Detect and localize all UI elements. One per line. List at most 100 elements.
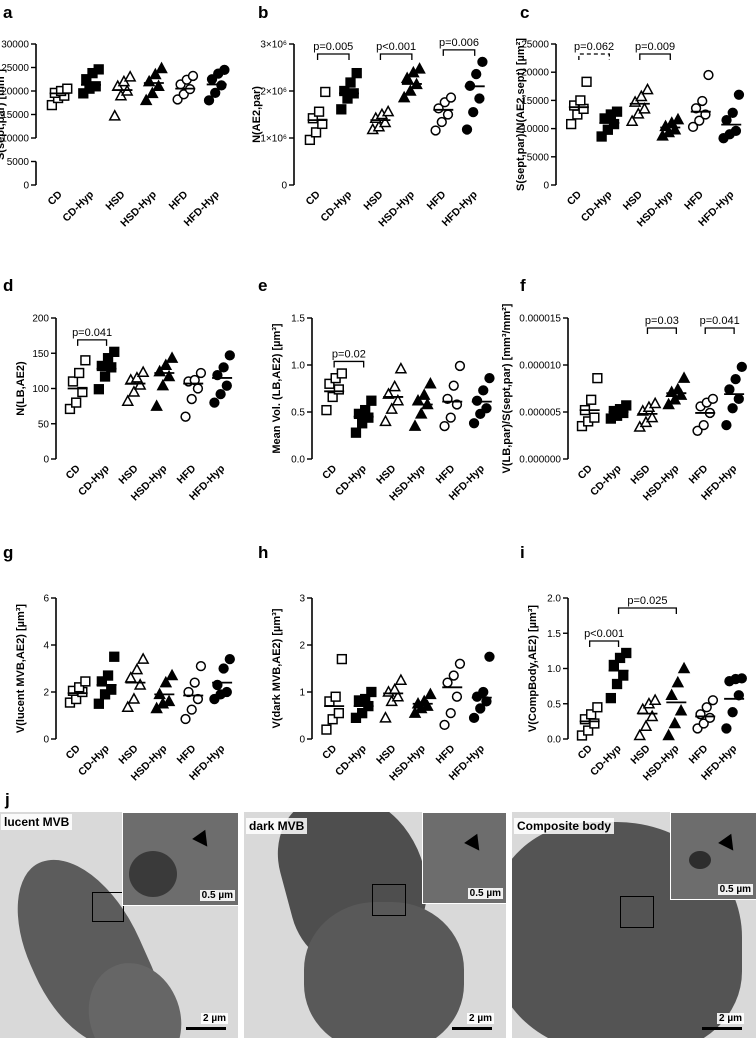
data-point (635, 89, 648, 102)
data-point (195, 661, 207, 672)
data-point (90, 81, 101, 92)
data-point (677, 661, 691, 674)
data-point (121, 700, 135, 713)
data-point (159, 675, 173, 688)
data-point (436, 116, 447, 128)
data-point (224, 350, 235, 361)
data-point (468, 712, 480, 723)
data-point (454, 658, 466, 669)
y-tick-label: 2 (299, 641, 305, 652)
y-tick-label: 200 (32, 314, 49, 325)
data-point (677, 371, 691, 383)
data-point (454, 360, 466, 372)
data-point (645, 709, 659, 722)
panel-letter: i (520, 543, 525, 562)
main-scale-bar (702, 1027, 742, 1030)
data-point (674, 388, 688, 400)
data-point (397, 90, 411, 103)
data-point (618, 670, 629, 681)
data-point (665, 688, 678, 701)
p-value-label: p=0.025 (627, 595, 667, 607)
main-scale-label: 2 µm (201, 1013, 228, 1024)
data-point (96, 360, 108, 372)
data-point (46, 99, 58, 111)
y-tick-label: 2 (43, 688, 49, 699)
data-point (727, 107, 738, 118)
y-tick-label: 0 (543, 181, 549, 192)
data-point (445, 92, 457, 103)
category-label: HFD (687, 462, 711, 486)
y-axis-label: S(sept,par) [mm²] (0, 69, 7, 160)
p-value-label: p=0.041 (700, 315, 740, 327)
data-point (108, 109, 121, 121)
chart-panel-a: a 0 5000 10000 15000 20000 25000 30000 S(sept,pa… (0, 3, 230, 229)
data-point (641, 82, 654, 95)
data-point (668, 122, 682, 135)
category-label: CD (320, 742, 340, 762)
y-tick-label: 30000 (1, 40, 29, 51)
inset-image: 0.5 µm (422, 812, 506, 904)
data-point (417, 388, 431, 400)
data-point (159, 358, 173, 370)
zoom-box (372, 884, 406, 916)
data-point (721, 723, 732, 734)
data-point (394, 673, 408, 685)
chart-panel-f: f 0.000000 0.000005 0.000010 0.000015 V(LB,pa… (501, 276, 747, 503)
p-value-label: p=0.041 (72, 327, 112, 339)
category-label: HSD (116, 742, 140, 766)
category-label: HFD (687, 742, 711, 766)
data-point (701, 702, 712, 713)
data-point (109, 346, 120, 357)
data-point (67, 376, 79, 387)
data-point (330, 691, 341, 702)
data-point (611, 106, 623, 117)
y-tick-label: 0.5 (291, 408, 305, 419)
data-point (724, 384, 735, 395)
data-point (477, 56, 488, 68)
micrograph-caption: Composite body (514, 818, 615, 834)
data-point (351, 67, 362, 79)
data-point (215, 388, 226, 400)
data-point (127, 385, 141, 397)
category-label: CD (576, 462, 596, 482)
data-point (736, 673, 747, 684)
arrowhead-marker (718, 833, 740, 856)
data-point (366, 395, 377, 406)
data-point (165, 668, 179, 681)
y-axis-label: V(lucent MVB,AE2) [µm³] (15, 604, 27, 734)
p-value-label: p=0.005 (313, 41, 353, 53)
data-point (378, 115, 392, 128)
data-point (149, 67, 162, 80)
data-point (180, 713, 191, 725)
y-axis-label: N(LB,AE2) (15, 361, 27, 416)
category-label: HSD (374, 742, 398, 766)
category-label: HSD (621, 188, 645, 212)
data-point (474, 93, 485, 104)
y-tick-label: 1 (299, 688, 305, 699)
significance-bracket (77, 339, 108, 346)
data-point (189, 677, 200, 688)
data-point (707, 695, 719, 706)
category-label: CD (303, 188, 323, 208)
y-axis-label: N(AE2,par) (251, 86, 263, 143)
panel-letter-j: j (5, 790, 10, 809)
data-point (366, 686, 377, 698)
data-point (461, 124, 473, 135)
category-label: CD (320, 462, 340, 482)
significance-bracket (578, 53, 610, 60)
data-point (209, 397, 220, 408)
data-point (123, 70, 137, 82)
data-point (442, 109, 454, 120)
data-point (321, 724, 332, 735)
data-point (324, 378, 335, 389)
category-label: CD-Hyp (333, 743, 369, 779)
data-point (139, 93, 153, 106)
y-tick-label: 1.5 (291, 314, 305, 325)
main-scale-label: 2 µm (467, 1013, 494, 1024)
data-point (478, 385, 489, 396)
data-point (694, 115, 705, 126)
data-point (727, 403, 738, 414)
cell-shape (304, 902, 464, 1038)
